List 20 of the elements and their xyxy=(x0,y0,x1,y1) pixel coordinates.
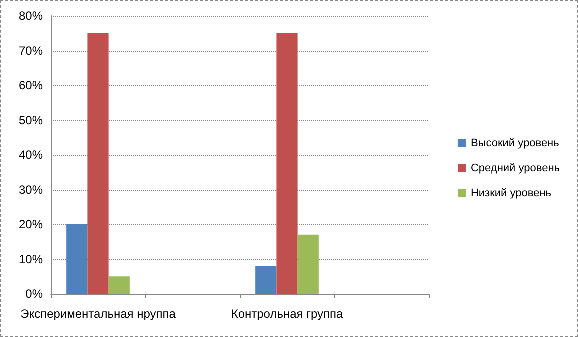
y-tick-label: 20% xyxy=(18,218,44,232)
y-tick-label: 70% xyxy=(18,44,44,58)
bar xyxy=(108,276,130,294)
bar xyxy=(276,33,298,294)
x-tick-label: Контрольная группа xyxy=(231,307,344,321)
y-tick-label: 80% xyxy=(18,9,44,23)
y-tick-label: 30% xyxy=(18,182,44,197)
bar xyxy=(88,33,109,294)
y-tick-label: 50% xyxy=(18,113,44,128)
x-tick-label: Экспериментальная нруппа xyxy=(20,307,176,321)
y-tick-label: 40% xyxy=(18,148,44,162)
bar xyxy=(66,224,88,294)
bar xyxy=(298,234,319,294)
legend-label: Высокий уровень xyxy=(470,138,560,150)
bar xyxy=(256,266,277,294)
y-tick-label: 60% xyxy=(18,78,44,92)
y-tick-label: 0% xyxy=(26,287,44,301)
legend-label: Средний уровень xyxy=(470,162,560,174)
legend-label: Низкий уровень xyxy=(470,188,552,200)
y-tick-label: 10% xyxy=(18,252,44,266)
